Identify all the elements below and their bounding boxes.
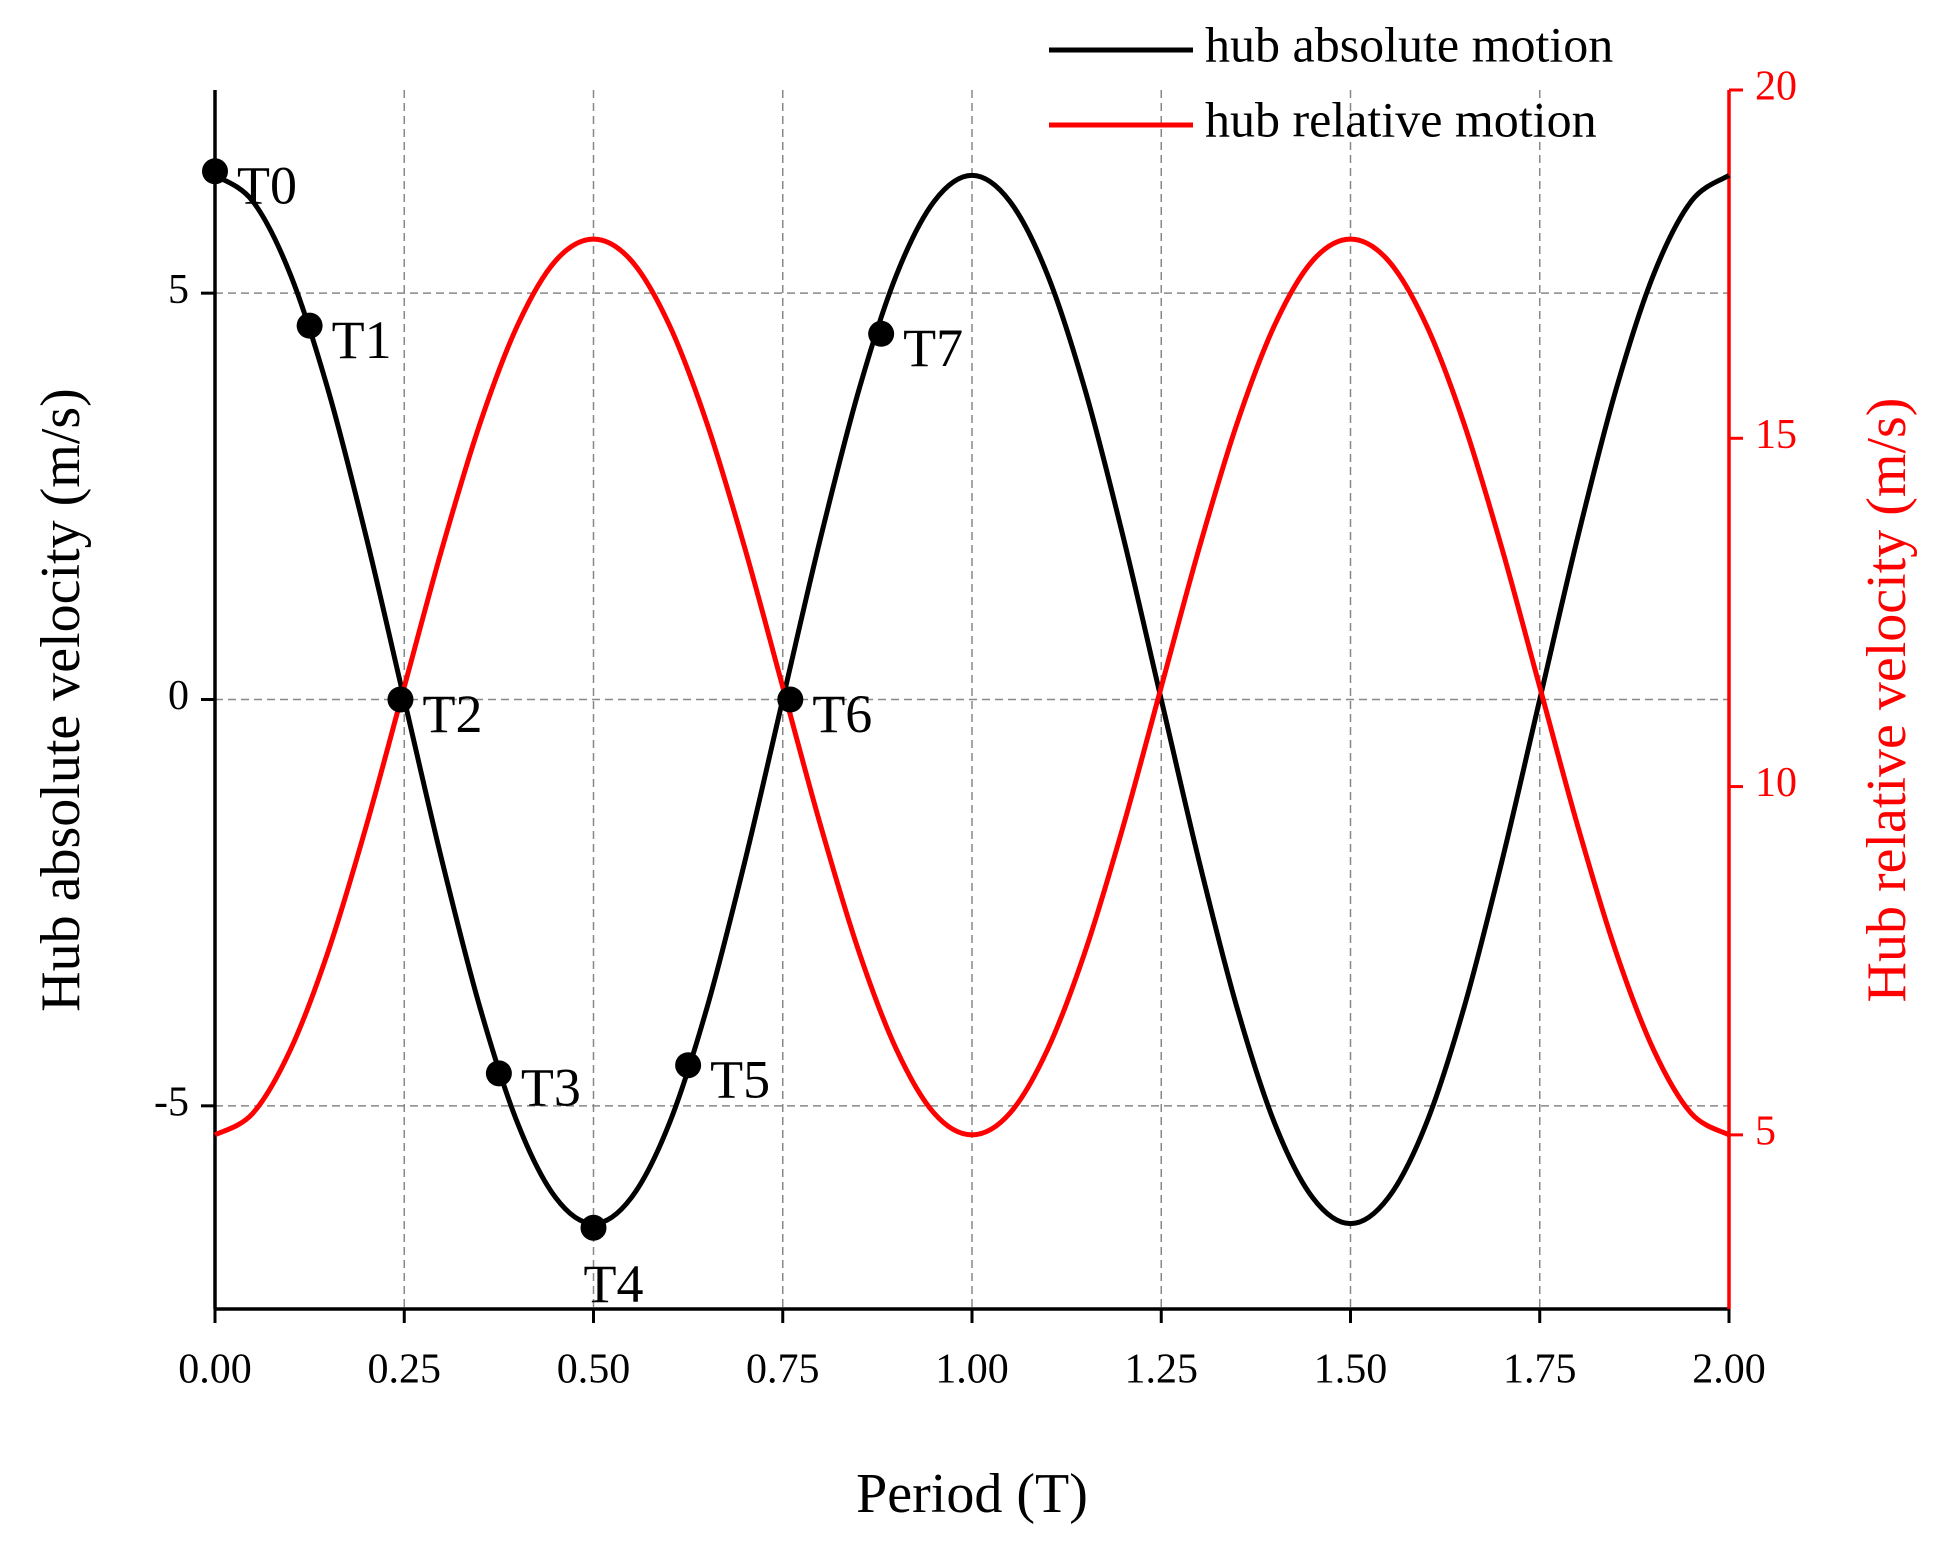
- annotation-point: [777, 686, 804, 713]
- annotation-label: T6: [812, 684, 872, 744]
- data-line: [213, 172, 1731, 1227]
- annotation-point: [485, 1060, 512, 1087]
- y-axis-title: Hub absolute velocity (m/s): [30, 388, 92, 1012]
- y-tick-label: 0: [168, 673, 189, 719]
- y-tick-label: 5: [168, 267, 189, 313]
- annotation-label: T1: [332, 310, 392, 370]
- annotation-point: [580, 1214, 607, 1241]
- annotation-label: T2: [422, 684, 482, 744]
- annotation-label: T4: [584, 1254, 644, 1314]
- x-tick-label: 1.25: [1125, 1347, 1199, 1393]
- annotation-point: [675, 1052, 702, 1079]
- annotation-point: [387, 686, 414, 713]
- x-tick-label: 1.00: [935, 1347, 1009, 1393]
- annotation-label: T0: [237, 156, 297, 216]
- x-tick-label: 1.75: [1503, 1347, 1577, 1393]
- annotation-point: [868, 320, 895, 347]
- data-line: [213, 236, 1731, 1138]
- annotation-label: T3: [521, 1058, 581, 1118]
- legend-label: hub absolute motion: [1205, 16, 1613, 72]
- annotation-label: T5: [710, 1050, 770, 1110]
- x-tick-label: 2.00: [1692, 1347, 1766, 1393]
- x-axis-title: Period (T): [856, 1463, 1088, 1525]
- annotation-point: [202, 158, 228, 185]
- annotation-label: T7: [903, 318, 963, 378]
- y-tick-label: -5: [154, 1079, 189, 1125]
- x-tick-label: 0.25: [368, 1347, 442, 1393]
- x-tick-label: 1.50: [1314, 1347, 1388, 1393]
- y2-tick-label: 15: [1755, 412, 1797, 458]
- y2-tick-label: 10: [1755, 760, 1797, 806]
- x-tick-label: 0.00: [178, 1347, 252, 1393]
- y2-tick-label: 20: [1755, 64, 1797, 110]
- legend-label: hub relative motion: [1205, 91, 1597, 147]
- x-tick-label: 0.50: [557, 1347, 631, 1393]
- y2-tick-label: 5: [1755, 1108, 1776, 1154]
- annotation-point: [296, 312, 323, 339]
- y2-axis-title: Hub relative velocity (m/s): [1856, 398, 1918, 1003]
- x-tick-label: 0.75: [746, 1347, 820, 1393]
